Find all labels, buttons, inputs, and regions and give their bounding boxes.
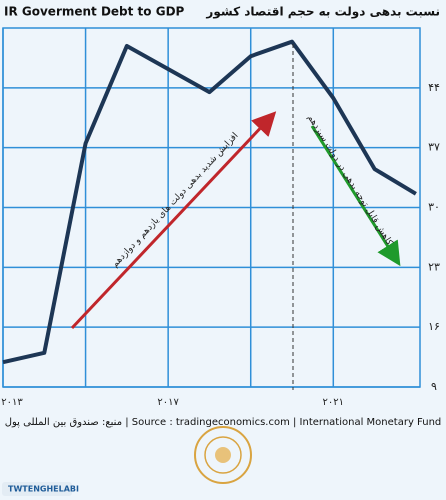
data-line	[2, 39, 417, 365]
chart-subtitle: نسبت بدهی دولت به حجم اقتصاد کشور	[205, 5, 440, 20]
plot-area: ۹ ۱۶ ۲۳ ۳۰ ۳۷ ۴۴ ۲۰۱۳ ۲۰۱۷ ۲۰۲۱	[1, 27, 440, 408]
y-tick-label: ۳۷	[428, 141, 440, 154]
y-tick-label: ۱۶	[428, 320, 440, 333]
y-tick-label: ۴۴	[428, 81, 440, 94]
y-tick-label: ۳۰	[428, 201, 440, 214]
footer-badge	[2, 482, 72, 496]
chart-title: IR Goverment Debt to GDP	[4, 5, 185, 19]
x-tick-label: ۲۰۱۳	[1, 397, 23, 408]
source: منبع: صندوق بین المللی پول | Source : tr…	[5, 417, 442, 428]
x-tick-label: ۲۰۲۱	[323, 397, 344, 408]
arrow-down	[310, 125, 401, 267]
y-tick-label: ۲۳	[428, 260, 440, 273]
arrow-up	[70, 111, 277, 330]
footer: TWTENGHELABI	[8, 485, 79, 494]
y-tick-label: ۹	[431, 380, 437, 393]
logo	[194, 426, 252, 484]
x-tick-label: ۲۰۱۷	[157, 397, 179, 408]
